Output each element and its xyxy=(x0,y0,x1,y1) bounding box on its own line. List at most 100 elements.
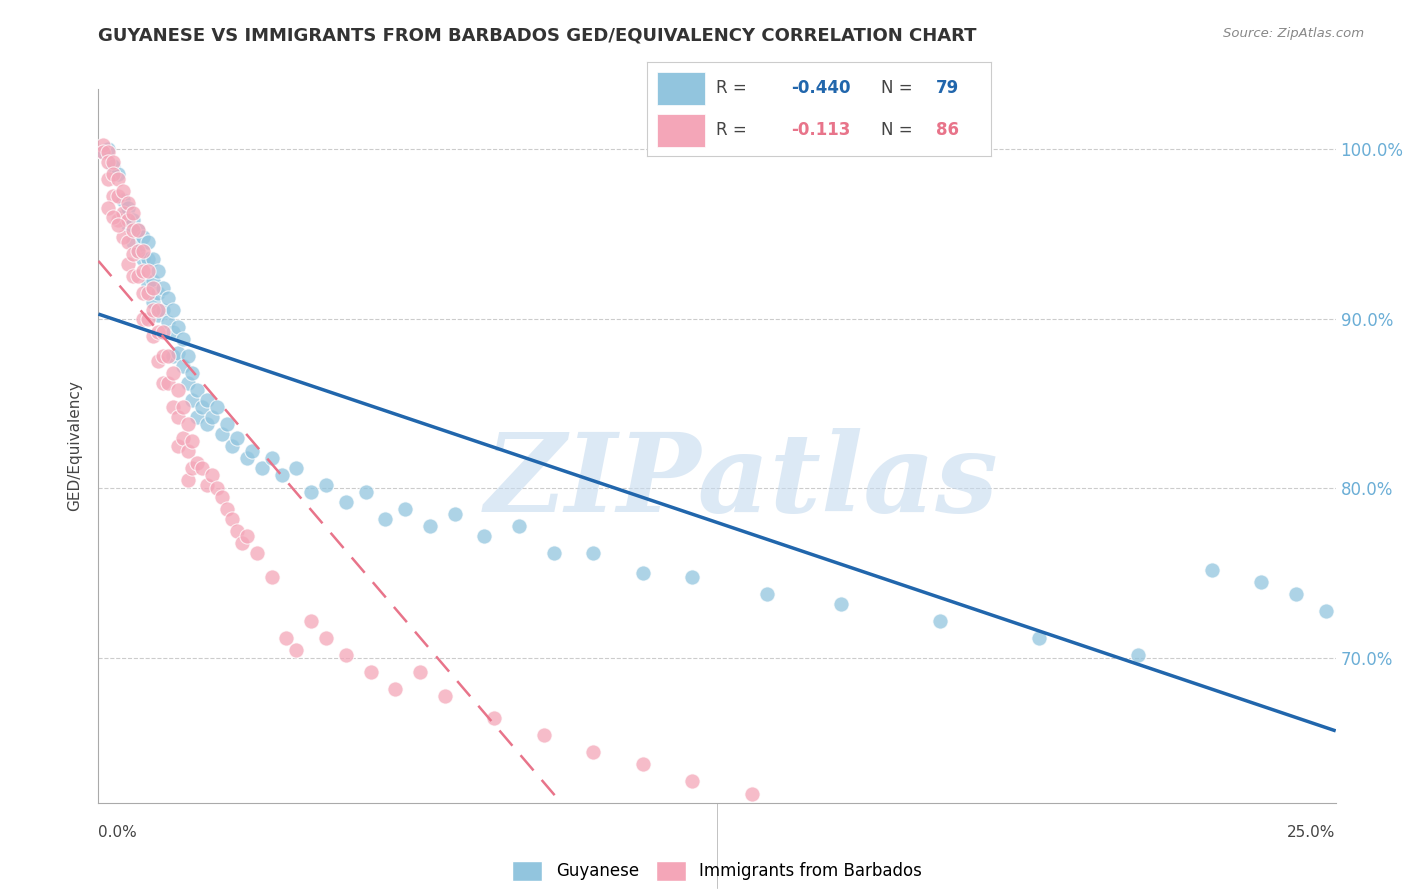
Point xyxy=(1201,563,1223,577)
Point xyxy=(107,167,129,181)
Point xyxy=(127,244,149,258)
Point xyxy=(97,172,120,186)
Point xyxy=(236,529,259,543)
Point xyxy=(1028,631,1050,645)
Point xyxy=(741,787,763,801)
Point xyxy=(1315,604,1337,618)
Point xyxy=(205,482,228,496)
Point xyxy=(156,291,179,305)
Point xyxy=(201,410,224,425)
Point xyxy=(1285,587,1308,601)
Point xyxy=(107,172,129,186)
Point xyxy=(181,366,204,380)
Point xyxy=(335,648,357,662)
Y-axis label: GED/Equivalency: GED/Equivalency xyxy=(67,381,83,511)
Point xyxy=(176,417,198,431)
Point xyxy=(201,467,224,482)
Point xyxy=(162,303,184,318)
Point xyxy=(136,311,159,326)
Point xyxy=(755,587,778,601)
Point xyxy=(132,244,155,258)
Point xyxy=(93,138,115,153)
Point xyxy=(136,235,159,249)
Point xyxy=(132,230,155,244)
Point xyxy=(260,570,283,584)
Text: N =: N = xyxy=(882,79,918,97)
Point xyxy=(354,484,377,499)
Point xyxy=(172,332,194,346)
Point xyxy=(122,206,145,220)
Point xyxy=(276,631,298,645)
Point xyxy=(172,430,194,444)
Point xyxy=(93,145,115,159)
Point xyxy=(394,501,416,516)
Point xyxy=(221,512,243,526)
Point xyxy=(127,269,149,284)
Point xyxy=(582,745,605,759)
Point xyxy=(419,519,441,533)
Point xyxy=(246,546,269,560)
Point xyxy=(226,524,249,538)
Point xyxy=(103,167,125,181)
Point xyxy=(136,277,159,292)
Point xyxy=(103,155,125,169)
Point xyxy=(152,349,174,363)
Point xyxy=(1334,677,1357,691)
Point xyxy=(152,303,174,318)
Point xyxy=(162,366,184,380)
Point xyxy=(166,383,188,397)
Text: ZIPatlas: ZIPatlas xyxy=(485,428,998,535)
Point xyxy=(186,410,208,425)
Point xyxy=(285,461,308,475)
Point xyxy=(162,349,184,363)
Text: Source: ZipAtlas.com: Source: ZipAtlas.com xyxy=(1223,27,1364,40)
Point xyxy=(152,281,174,295)
Point xyxy=(315,631,337,645)
Point xyxy=(146,325,169,339)
Point xyxy=(112,206,135,220)
Point xyxy=(270,467,292,482)
Point xyxy=(231,536,253,550)
Text: 79: 79 xyxy=(936,79,959,97)
Point xyxy=(186,456,208,470)
Point xyxy=(122,223,145,237)
Point xyxy=(112,230,135,244)
Bar xyxy=(657,114,706,147)
Point xyxy=(162,400,184,414)
Point xyxy=(172,359,194,373)
Point xyxy=(315,478,337,492)
Point xyxy=(285,643,308,657)
Point xyxy=(484,711,506,725)
Point xyxy=(136,286,159,301)
Point xyxy=(122,247,145,261)
Point xyxy=(142,303,165,318)
Text: -0.440: -0.440 xyxy=(792,79,851,97)
Point xyxy=(127,223,149,237)
Point xyxy=(146,264,169,278)
Point xyxy=(132,252,155,266)
Text: 25.0%: 25.0% xyxy=(1288,825,1336,840)
Point xyxy=(107,189,129,203)
Text: R =: R = xyxy=(716,79,752,97)
Point xyxy=(211,490,233,504)
Point xyxy=(186,383,208,397)
Point xyxy=(226,430,249,444)
Point xyxy=(156,376,179,391)
Point xyxy=(166,410,188,425)
Point xyxy=(360,665,382,679)
Point xyxy=(172,400,194,414)
Point xyxy=(97,142,120,156)
Point xyxy=(117,235,139,249)
Point xyxy=(156,315,179,329)
Point xyxy=(107,213,129,227)
Point xyxy=(152,376,174,391)
Point xyxy=(205,400,228,414)
Point xyxy=(631,566,654,581)
Point xyxy=(533,728,555,742)
Point xyxy=(117,201,139,215)
Point xyxy=(928,614,950,628)
Point xyxy=(260,450,283,465)
Text: R =: R = xyxy=(716,121,756,139)
Point xyxy=(132,286,155,301)
Point xyxy=(299,484,322,499)
